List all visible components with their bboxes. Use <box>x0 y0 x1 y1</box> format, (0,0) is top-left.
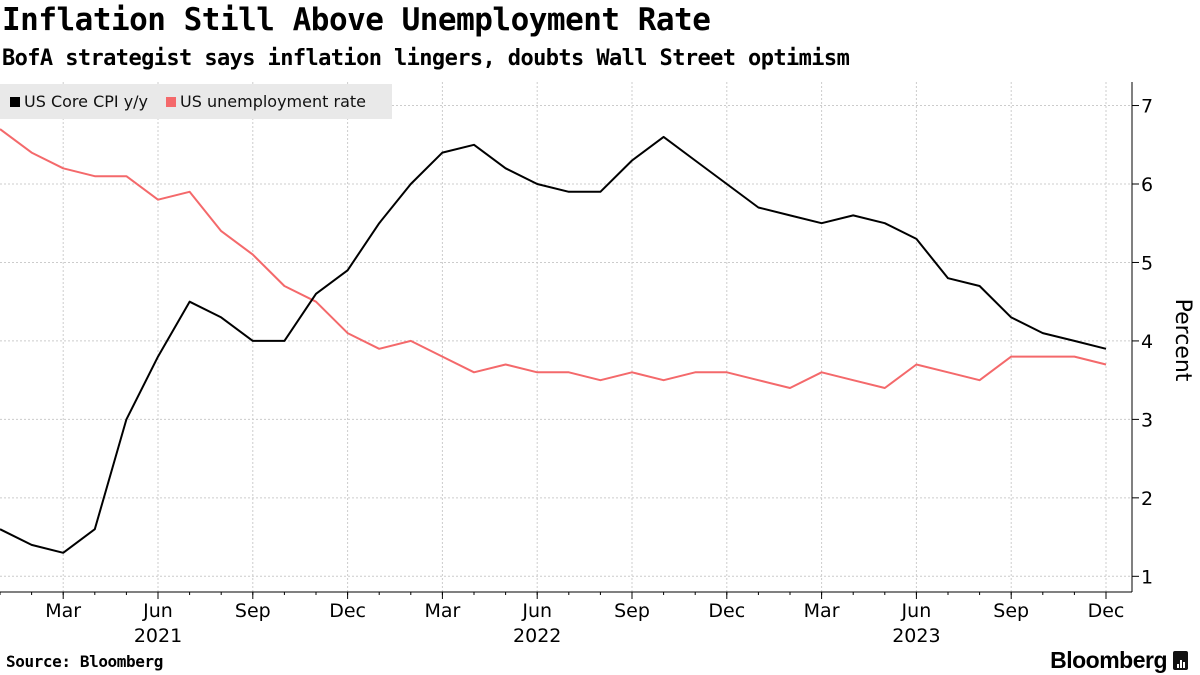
y-tick-label: 5 <box>1141 252 1153 274</box>
y-axis-title: Percent <box>1170 299 1195 382</box>
brand-name: Bloomberg <box>1050 647 1167 673</box>
chart-subtitle: BofA strategist says inflation lingers, … <box>2 46 850 71</box>
legend-label-unemployment: US unemployment rate <box>180 92 366 111</box>
series-lines <box>0 128 1107 554</box>
x-tick-label: Mar <box>804 600 840 622</box>
x-year-label: 2021 <box>134 625 182 647</box>
bloomberg-chart-icon <box>1173 651 1188 670</box>
source-note: Source: Bloomberg <box>6 652 163 671</box>
axes: 1 2 3 4 5 6 7 Mar Jun 2021 Sep Dec Mar Jun 2022 Sep Dec M… <box>0 82 1195 647</box>
x-year-label: 2023 <box>892 625 940 647</box>
x-tick-label: Jun <box>521 600 552 622</box>
x-tick-label: Sep <box>614 600 650 622</box>
x-tick-label: Jun <box>142 600 173 622</box>
x-tick-label: Jun <box>901 600 932 622</box>
x-tick-label: Mar <box>45 600 81 622</box>
y-tick-label: 7 <box>1141 96 1153 118</box>
y-tick-label: 6 <box>1141 174 1153 196</box>
x-tick-label: Dec <box>1088 600 1125 622</box>
x-tick-label: Dec <box>329 600 366 622</box>
x-tick-label: Mar <box>424 600 460 622</box>
x-tick-label: Dec <box>708 600 745 622</box>
legend-swatch-unemployment <box>166 96 177 107</box>
y-tick-label: 1 <box>1141 566 1153 588</box>
y-tick-label: 4 <box>1141 331 1153 353</box>
y-tick-label: 2 <box>1141 488 1153 510</box>
x-tick-label: Sep <box>993 600 1029 622</box>
y-tick-label: 3 <box>1141 409 1153 431</box>
legend-label-core-cpi: US Core CPI y/y <box>24 92 149 111</box>
legend-swatch-core-cpi <box>10 96 20 107</box>
x-tick-label: Sep <box>235 600 271 622</box>
series-line-unemployment <box>0 128 1107 389</box>
chart-title: Inflation Still Above Unemployment Rate <box>2 2 711 38</box>
series-line-core-cpi <box>0 135 1107 554</box>
x-year-label: 2022 <box>513 625 561 647</box>
legend-item-unemployment[interactable]: US unemployment rate <box>166 92 366 111</box>
legend: US Core CPI y/y US unemployment rate <box>0 84 392 119</box>
legend-item-core-cpi[interactable]: US Core CPI y/y <box>10 92 148 111</box>
bloomberg-logo: Bloomberg <box>1050 647 1188 674</box>
